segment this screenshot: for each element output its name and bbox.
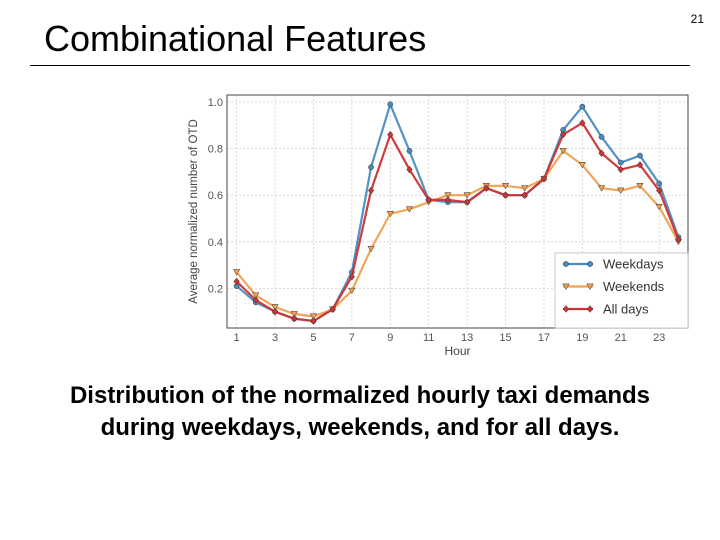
x-tick-label: 3 [272, 332, 278, 344]
y-tick-label: 0.8 [208, 144, 223, 156]
data-point-all-days [444, 196, 452, 204]
hourly-demand-chart: 0.20.40.60.81.01 3 5 7 9 11 13 15 17 19 21 23 Hour … [188, 94, 689, 358]
x-tick-label: 19 [576, 332, 588, 344]
x-tick-label: 7 [349, 332, 355, 344]
data-point-weekends [252, 292, 260, 299]
series-line-weekends [235, 149, 680, 318]
x-tick-label: 1 [234, 332, 240, 344]
data-point-all-days [367, 186, 375, 195]
data-point-weekdays [387, 101, 394, 108]
data-point-weekends [309, 313, 318, 320]
legend-marker-weekdays [563, 261, 569, 267]
x-axis-label: Hour [444, 344, 470, 358]
title-divider [30, 65, 690, 66]
data-point-weekends [521, 185, 529, 192]
tick-layer: 0.20.40.60.81.01 3 5 7 9 11 13 15 17 19 21 23 [208, 97, 666, 344]
data-point-weekends [617, 187, 625, 195]
data-point-all-days [406, 165, 413, 174]
y-tick-label: 0.2 [208, 283, 223, 295]
data-point-weekends [444, 192, 452, 199]
chart-caption: Distribution of the normalized hourly ta… [0, 380, 720, 444]
caption-line-1: Distribution of the normalized hourly ta… [69, 382, 651, 409]
legend-marker-all-days [562, 305, 570, 313]
data-point-weekends [348, 287, 356, 295]
data-point-all-days [463, 198, 471, 206]
data-point-weekends [655, 203, 663, 211]
data-point-weekends [386, 210, 394, 218]
data-point-all-days [502, 191, 509, 199]
data-point-all-days [656, 186, 663, 195]
data-point-all-days [387, 130, 394, 139]
data-point-all-days [252, 296, 259, 304]
legend-label-weekdays: Weekdays [603, 257, 664, 272]
data-point-weekends [232, 269, 241, 276]
series-layer [232, 101, 683, 325]
legend-marker-all-days [586, 305, 594, 313]
x-tick-label: 21 [615, 332, 627, 344]
data-point-all-days [560, 130, 567, 139]
data-point-all-days [617, 165, 624, 174]
data-point-all-days [233, 277, 240, 286]
x-tick-label: 23 [653, 332, 665, 344]
data-point-weekdays [656, 180, 663, 187]
data-point-all-days [271, 307, 279, 316]
data-point-all-days [521, 191, 528, 199]
data-point-weekdays [406, 148, 413, 154]
data-point-weekends [405, 206, 414, 213]
data-point-weekdays [368, 164, 374, 171]
data-point-all-days [675, 235, 682, 244]
data-point-weekends [271, 304, 279, 311]
legend-marker-weekends [562, 283, 570, 291]
data-point-weekends [597, 185, 606, 192]
data-point-all-days [425, 196, 432, 204]
series-all-days [233, 119, 682, 325]
data-point-all-days [310, 317, 317, 325]
data-point-all-days [579, 119, 586, 127]
y-tick-label: 1.0 [208, 97, 223, 109]
x-tick-label: 9 [387, 332, 393, 344]
page-number: 21 [690, 12, 704, 26]
x-tick-label: 13 [461, 332, 473, 344]
caption-line-2: during weekdays, weekends, and for all d… [100, 414, 620, 441]
x-tick-label: 17 [538, 332, 550, 344]
y-tick-label: 0.4 [208, 237, 223, 249]
data-point-weekends [463, 192, 471, 199]
x-tick-label: 5 [310, 332, 316, 344]
y-tick-label: 0.6 [208, 190, 223, 202]
data-point-all-days [540, 175, 548, 183]
data-point-all-days [329, 305, 336, 314]
series-line-all-days [235, 121, 680, 323]
data-point-weekdays [579, 103, 586, 110]
data-point-weekends [636, 183, 644, 190]
data-point-weekdays [637, 152, 643, 159]
data-point-weekends [578, 162, 586, 169]
data-point-all-days [636, 161, 644, 169]
data-point-all-days [483, 184, 490, 192]
data-point-all-days [291, 314, 298, 323]
legend: Weekdays Weekends All days [554, 252, 689, 329]
slide-title: Combinational Features [44, 18, 427, 59]
data-point-all-days [598, 149, 605, 158]
legend-marker-weekends [586, 283, 594, 291]
x-tick-label: 11 [423, 332, 434, 344]
data-point-weekdays [598, 134, 605, 140]
legend-marker-weekdays [587, 261, 593, 267]
x-tick-label: 15 [499, 332, 511, 344]
legend-label-weekends: Weekends [603, 279, 665, 294]
data-point-weekends [367, 245, 375, 253]
data-point-weekends [559, 148, 567, 155]
legend-box [554, 252, 689, 329]
y-axis-label: Average normalized number of OTD [188, 119, 200, 304]
plot-frame [226, 94, 689, 329]
data-point-all-days [348, 272, 355, 281]
legend-label-all-days: All days [603, 302, 649, 317]
data-point-weekends [290, 311, 298, 318]
data-point-weekends [501, 183, 510, 190]
data-point-weekdays [617, 159, 624, 166]
